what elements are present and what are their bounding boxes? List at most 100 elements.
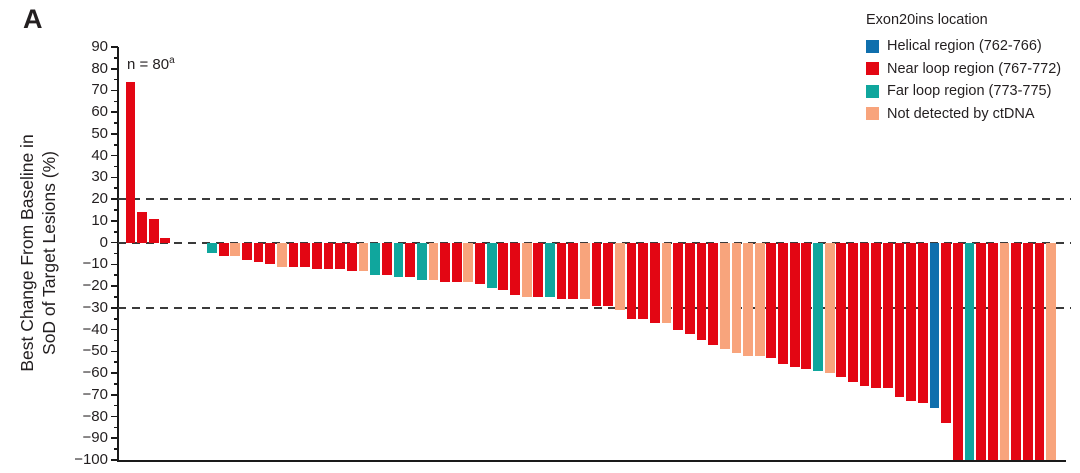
legend-swatch-helical	[866, 39, 879, 53]
y-tick-label: −90	[82, 429, 108, 447]
y-minor-tick	[114, 448, 118, 450]
bar	[346, 242, 357, 271]
bar	[754, 242, 765, 356]
bar	[148, 218, 159, 243]
sample-size-text: n = 80	[127, 56, 170, 73]
reference-line-20	[118, 198, 1071, 201]
y-minor-tick	[114, 230, 118, 233]
bar	[999, 242, 1010, 460]
bar	[300, 242, 311, 267]
y-tick-label: −30	[82, 298, 108, 316]
legend-title: Exon20ins location	[866, 12, 988, 28]
bar	[964, 242, 975, 460]
y-tick-label: −80	[82, 407, 108, 425]
bar	[1022, 242, 1033, 460]
bar	[614, 242, 625, 310]
y-major-tick	[111, 437, 118, 440]
bar	[475, 242, 485, 284]
bar	[533, 242, 544, 297]
x-axis-line	[116, 459, 1066, 462]
y-minor-tick	[114, 296, 118, 298]
bar	[906, 242, 917, 402]
bar	[941, 242, 952, 424]
y-tick-label: 90	[91, 38, 108, 55]
y-major-tick	[111, 111, 118, 113]
bar	[521, 242, 532, 297]
y-major-tick	[111, 176, 118, 179]
bar	[218, 242, 229, 256]
bar	[510, 242, 520, 295]
y-major-tick	[111, 459, 118, 461]
legend-item-far_loop: Far loop region (773-775)	[866, 80, 1061, 103]
bar	[242, 242, 252, 260]
bar	[545, 242, 555, 297]
bar	[591, 242, 602, 306]
bar	[789, 242, 800, 367]
y-major-tick	[111, 415, 118, 418]
y-minor-tick	[114, 252, 118, 255]
bar	[323, 242, 334, 269]
bar	[987, 242, 998, 460]
bar	[125, 81, 136, 243]
y-minor-tick	[114, 317, 118, 320]
y-minor-tick	[114, 57, 118, 59]
bar	[1034, 242, 1045, 460]
y-minor-tick	[114, 404, 118, 407]
y-major-tick	[111, 154, 118, 157]
y-minor-tick	[114, 100, 118, 103]
bar	[393, 242, 404, 278]
bar	[859, 242, 870, 387]
y-major-tick	[111, 46, 118, 48]
y-tick-label: 30	[91, 168, 108, 186]
panel-label: A	[23, 4, 43, 34]
y-minor-tick	[114, 165, 118, 168]
bar	[603, 242, 614, 306]
bar	[661, 242, 672, 324]
y-minor-tick	[114, 187, 118, 190]
y-axis-line	[116, 47, 119, 461]
bar	[976, 242, 987, 460]
legend-item-label: Helical region (762-766)	[887, 38, 1042, 55]
y-major-tick	[111, 307, 118, 309]
sample-size-annotation: n = 80a	[127, 55, 175, 73]
bar	[288, 242, 299, 267]
y-major-tick	[111, 285, 118, 287]
y-major-tick	[111, 198, 118, 200]
bar	[440, 242, 450, 282]
bar	[929, 242, 940, 408]
legend-swatch-near_loop	[866, 62, 879, 76]
bar	[556, 242, 567, 300]
y-tick-label: 0	[99, 233, 108, 251]
y-axis-title: Best Change From Baseline in SoD of Targ…	[17, 134, 59, 372]
y-minor-tick	[114, 122, 118, 124]
bar	[428, 242, 439, 280]
bar	[358, 242, 369, 271]
bar	[207, 242, 217, 254]
y-tick-label: −10	[82, 255, 108, 273]
y-tick-label: 80	[91, 59, 108, 77]
bar	[463, 242, 474, 282]
y-minor-tick	[114, 144, 118, 146]
legend-item-helical: Helical region (762-766)	[866, 35, 1061, 58]
y-major-tick	[111, 263, 118, 266]
legend-item-label: Near loop region (767-772)	[887, 60, 1062, 77]
bar	[883, 242, 893, 389]
y-minor-tick	[114, 426, 118, 429]
legend-items: Helical region (762-766) Near loop region…	[866, 35, 1061, 125]
bar	[311, 242, 322, 269]
y-tick-label: −40	[82, 320, 108, 338]
y-tick-label: 70	[91, 81, 108, 99]
y-major-tick	[111, 67, 118, 70]
bar	[684, 242, 695, 334]
y-tick-label: −70	[82, 385, 108, 403]
y-tick-label: 20	[91, 190, 108, 208]
bar	[766, 242, 777, 358]
bar	[370, 242, 381, 276]
bar	[580, 242, 590, 300]
bar	[335, 242, 346, 269]
bar	[801, 242, 812, 369]
bar	[137, 212, 147, 243]
y-major-tick	[111, 350, 118, 353]
legend-item-near_loop: Near loop region (767-772)	[866, 58, 1061, 81]
